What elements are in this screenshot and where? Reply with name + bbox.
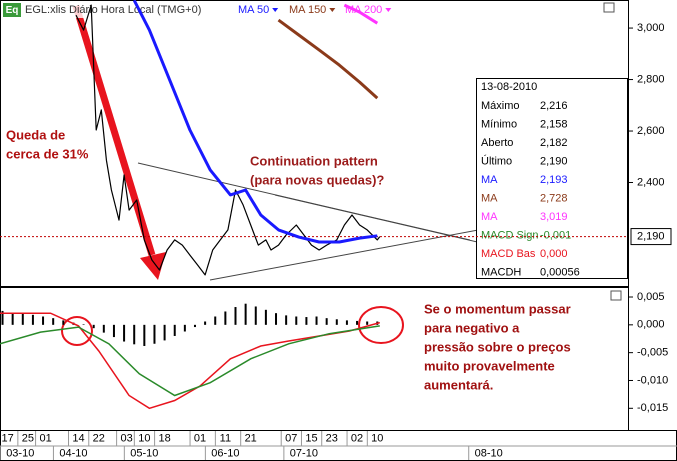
x-tick-label: 10	[371, 432, 383, 444]
info-label: MA	[481, 192, 498, 204]
macd-line	[0, 325, 380, 397]
x-tick-label: 14	[72, 432, 84, 444]
info-value: 2,182	[540, 137, 568, 149]
info-label: MA	[481, 211, 498, 223]
info-value: 2,216	[540, 100, 568, 112]
info-value: 3,019	[540, 211, 568, 223]
info-value: 2,158	[540, 118, 568, 130]
x-tick-label: 25	[22, 432, 34, 444]
y-tick-label: 2,600	[637, 125, 665, 137]
info-label: MA	[481, 174, 498, 186]
info-label: Máximo	[481, 100, 520, 112]
y-tick-label: 2,400	[637, 176, 665, 188]
info-date: 13-08-2010	[481, 81, 537, 93]
x-tick-label: 17	[1, 432, 13, 444]
window-button[interactable]	[603, 2, 615, 13]
annotation: para negativo a	[424, 320, 520, 335]
x-tick-label: 01	[194, 432, 206, 444]
price-line	[75, 4, 381, 276]
y-tick-label: 2,800	[637, 73, 665, 85]
info-label: MACDH	[481, 266, 521, 278]
annotation: aumentará.	[424, 377, 493, 392]
month-label: 08-10	[475, 447, 503, 459]
x-tick-label: 18	[158, 432, 170, 444]
annotation: pressão sobre o preços	[424, 339, 571, 354]
x-tick-label: 22	[93, 432, 105, 444]
info-value: 0,00056	[540, 266, 580, 278]
month-label: 03-10	[6, 447, 34, 459]
current-price-label: 2,190	[637, 230, 665, 242]
moving-average	[343, 3, 379, 25]
info-label: Mínimo	[481, 118, 517, 130]
y-tick-label: -0,005	[637, 347, 668, 359]
price-panel	[0, 0, 629, 287]
legend-entry: MA 200	[345, 4, 382, 16]
x-tick-label: 10	[138, 432, 150, 444]
y-tick-label: 0,005	[637, 291, 665, 303]
legend-dropdown	[385, 8, 392, 12]
legend-dropdown	[272, 8, 279, 12]
month-label: 05-10	[130, 447, 158, 459]
icon-bg	[3, 3, 21, 17]
legend-entry: MA 50	[238, 4, 269, 16]
annotation: (para novas quedas)?	[250, 172, 384, 187]
month-label: 04-10	[59, 447, 87, 459]
info-label: Aberto	[481, 137, 513, 149]
x-tick-label: 01	[39, 432, 51, 444]
header-icon: Eq	[6, 5, 19, 16]
x-tick-label: 11	[220, 432, 231, 444]
info-label: MACD Sign	[481, 229, 538, 241]
annotation: Continuation pattern	[250, 153, 378, 168]
info-value: 2,190	[540, 155, 568, 167]
moving-average	[277, 18, 379, 100]
info-box	[476, 78, 628, 279]
legend-dropdown	[329, 8, 336, 12]
info-label: Último	[481, 154, 512, 167]
y-tick-label: -0,010	[637, 374, 668, 386]
x-tick-label: 07	[285, 432, 297, 444]
annotation: Queda de	[6, 127, 65, 142]
highlight-circle	[358, 306, 404, 344]
y-tick-label: 0,000	[637, 319, 665, 331]
info-value: 2,193	[540, 174, 568, 186]
legend-entry: MA 150	[289, 4, 326, 16]
x-tick-label: 02	[351, 432, 363, 444]
x-tick-label: 03	[120, 432, 132, 444]
y-tick-label: -0,015	[637, 402, 668, 414]
annotation: Se o momentum passar	[424, 301, 571, 316]
y-tick-label: 3,000	[637, 22, 665, 34]
header-bg	[2, 2, 387, 18]
info-label: MACD Bas	[481, 248, 536, 260]
info-value: 2,728	[540, 192, 568, 204]
current-price-box	[630, 228, 672, 246]
moving-average	[132, 0, 378, 244]
annotation: muito provavelmente	[424, 358, 555, 373]
x-tick-label: 21	[245, 432, 257, 444]
x-tick-label: 15	[305, 432, 317, 444]
x-tick-label: 23	[326, 432, 338, 444]
header-title[interactable]: EGL:xlis Diário Hora Local (TMG+0)	[25, 4, 201, 16]
month-label: 06-10	[211, 447, 239, 459]
drop-arrow-head	[140, 252, 166, 280]
annotation: cerca de 31%	[6, 146, 89, 161]
highlight-circle	[61, 316, 93, 346]
info-value: -0,001	[540, 229, 571, 241]
info-value: 0,000	[540, 248, 568, 260]
window-button[interactable]	[610, 290, 622, 301]
month-label: 07-10	[290, 447, 318, 459]
